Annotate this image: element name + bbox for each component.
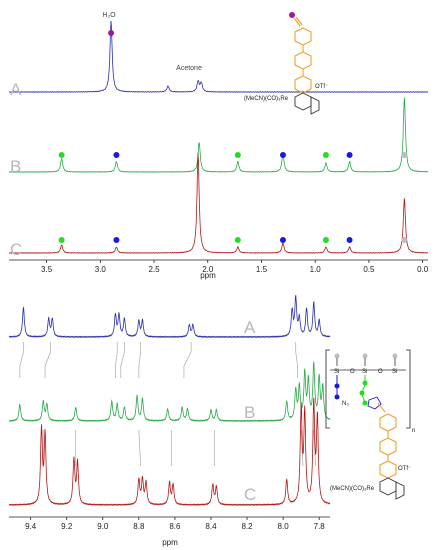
- top-nmr-panel: 3.5 3.0 2.5 2.0 1.5 1.0 0.5 0.0 ppm A B C H₂O A…: [8, 12, 429, 280]
- top-tick-label: 0.0: [417, 265, 429, 274]
- peak-marker-dot: [234, 237, 241, 243]
- top-re-label: (MeCN)(CO)₃Re: [244, 96, 289, 102]
- peak-marker-dot: [322, 237, 329, 243]
- top-tick-label: 2.0: [202, 265, 214, 274]
- svg-text:O: O: [378, 369, 383, 375]
- peak-marker-dot: [58, 152, 65, 158]
- peak-marker-dot: [401, 152, 408, 158]
- bottom-tick-label: 9.2: [61, 522, 73, 531]
- peak-correlation-line: [19, 342, 24, 378]
- bottom-otf-label: OTf⁻: [398, 466, 411, 472]
- bottom-tick-label: 8.8: [133, 522, 145, 531]
- top-trace-label-c: C: [10, 240, 22, 259]
- peak-marker-dot: [401, 237, 408, 243]
- bottom-tick-label: 8.4: [205, 522, 217, 531]
- top-trace-label-a: A: [10, 80, 22, 99]
- peak-marker-dot: [58, 237, 65, 243]
- peak-marker-dot: [322, 152, 329, 158]
- peak-correlation-line: [313, 429, 316, 467]
- top-trace-c: [8, 152, 429, 254]
- bottom-trace-label-a: A: [244, 318, 256, 337]
- water-annotation: H₂O: [102, 12, 116, 19]
- peak-marker-dot: [234, 152, 241, 158]
- svg-text:Si: Si: [392, 369, 397, 375]
- top-otf-label: OTf⁻: [315, 84, 328, 90]
- svg-text:O: O: [350, 369, 355, 375]
- top-tick-label: 3.0: [95, 265, 107, 274]
- bottom-tick-label: 9.4: [25, 522, 37, 531]
- bottom-tick-label: 7.8: [314, 522, 326, 531]
- top-trace-a: [8, 20, 429, 93]
- peak-marker-dot: [279, 237, 286, 243]
- acetone-annotation: Acetone: [176, 65, 202, 72]
- peak-marker-dot: [346, 152, 353, 158]
- peak-correlation-line: [120, 342, 125, 378]
- bottom-trace-label-c: C: [244, 485, 256, 504]
- alkyne-dot-icon: [289, 12, 295, 18]
- peak-marker-dot: [346, 237, 353, 243]
- peak-correlation-line: [44, 342, 51, 378]
- svg-text:Si: Si: [362, 369, 367, 375]
- top-tick-label: 2.5: [148, 265, 160, 274]
- bottom-trace-b: [8, 361, 331, 423]
- water-marker-dot: [108, 30, 115, 36]
- peak-correlation-line: [115, 342, 118, 378]
- top-tick-label: 1.0: [310, 265, 322, 274]
- peak-correlation-line: [138, 342, 141, 378]
- azide-label: N₃: [342, 401, 349, 407]
- peak-marker-dot: [113, 237, 120, 243]
- top-tick-label: 0.5: [363, 265, 375, 274]
- bottom-trace-label-b: B: [244, 403, 255, 422]
- bottom-trace-c: [8, 397, 331, 507]
- rhenium-complex-structure: OTf⁻ (MeCN)(CO)₃Re: [244, 12, 328, 115]
- bottom-tick-label: 8.0: [278, 522, 290, 531]
- peak-correlation-line: [138, 429, 141, 467]
- svg-text:Si: Si: [334, 369, 339, 375]
- bottom-tick-label: 8.6: [169, 522, 181, 531]
- bottom-tick-label: 8.2: [241, 522, 253, 531]
- polymer-complex-structure: n Si O Si O Si N₃: [325, 349, 415, 500]
- top-x-axis-label: ppm: [200, 271, 216, 280]
- top-tick-label: 1.5: [256, 265, 268, 274]
- peak-correlation-line: [295, 342, 298, 378]
- peak-correlation-line: [183, 342, 192, 378]
- top-trace-label-b: B: [10, 157, 21, 176]
- peak-marker-dot: [279, 152, 286, 158]
- bottom-re-label: (MeCN)(CO)₃Re: [330, 486, 375, 492]
- peak-marker-dot: [113, 152, 120, 158]
- top-tick-label: 3.5: [41, 265, 53, 274]
- bottom-x-axis-label: ppm: [162, 538, 178, 547]
- top-trace-b: [8, 97, 429, 173]
- repeat-n-label: n: [412, 428, 415, 434]
- bottom-tick-label: 9.0: [97, 522, 109, 531]
- bottom-nmr-panel: 9.4 9.2 9.0 8.8 8.6 8.4 8.2 8.0 7.8 ppm A B C n …: [8, 295, 415, 547]
- bottom-trace-a: [8, 295, 331, 339]
